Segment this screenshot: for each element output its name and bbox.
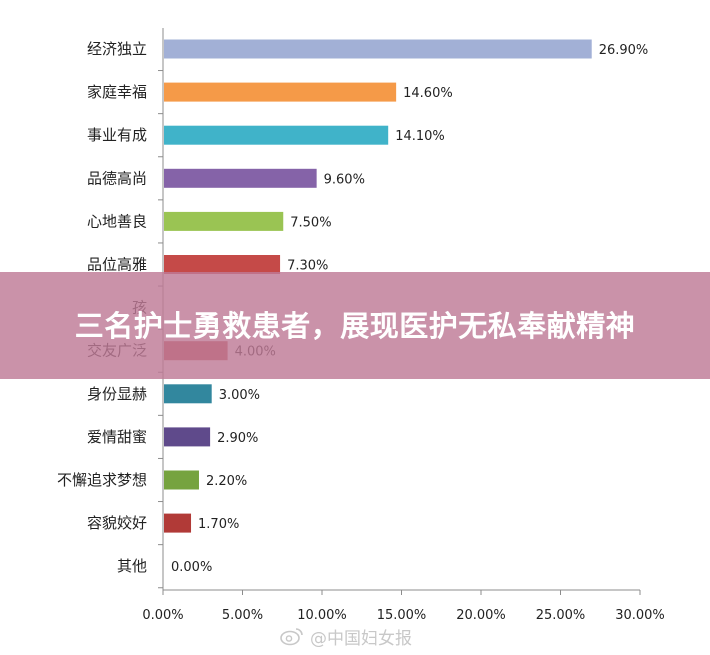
watermark-text: @中国妇女报 xyxy=(310,628,412,649)
bar xyxy=(164,82,397,102)
headline-banner: 三名护士勇救患者，展现医护无私奉献精神 xyxy=(0,272,710,379)
x-tick-label: 0.00% xyxy=(142,608,183,623)
x-tick-label: 5.00% xyxy=(222,608,263,623)
category-label: 爱情甜蜜 xyxy=(87,428,147,446)
x-tick-label: 30.00% xyxy=(615,608,665,623)
data-label: 7.50% xyxy=(290,215,331,230)
data-label: 2.20% xyxy=(206,474,247,489)
category-label: 身份显赫 xyxy=(87,385,147,403)
data-label: 3.00% xyxy=(219,388,260,403)
category-label: 其他 xyxy=(117,557,147,575)
bar xyxy=(164,384,212,404)
x-tick-label: 25.00% xyxy=(536,608,586,623)
data-label: 14.10% xyxy=(395,129,445,144)
bar xyxy=(164,125,389,145)
bar xyxy=(164,470,199,490)
x-tick-label: 15.00% xyxy=(377,608,427,623)
x-tick-label: 20.00% xyxy=(456,608,506,623)
data-label: 2.90% xyxy=(217,431,258,446)
bar xyxy=(164,427,211,447)
headline-text: 三名护士勇救患者，展现医护无私奉献精神 xyxy=(74,308,636,343)
category-label: 品德高尚 xyxy=(87,169,147,187)
bar xyxy=(164,255,281,274)
x-tick-labels: 0.00% 5.00% 10.00% 15.00% 20.00% 25.00% 30.00% xyxy=(142,608,664,623)
watermark: @中国妇女报 xyxy=(280,624,412,649)
data-label: 14.60% xyxy=(403,86,453,101)
data-label: 7.30% xyxy=(287,259,328,274)
category-label: 品位高雅 xyxy=(87,256,147,274)
category-label: 经济独立 xyxy=(87,40,147,58)
category-label: 事业有成 xyxy=(87,126,147,144)
data-label: 0.00% xyxy=(171,560,212,575)
category-label: 不懈追求梦想 xyxy=(57,471,147,489)
data-label: 1.70% xyxy=(198,517,239,532)
bar xyxy=(164,168,317,188)
bar xyxy=(164,39,592,59)
bar xyxy=(164,211,284,231)
x-tick-label: 10.00% xyxy=(297,608,347,623)
category-label: 容貌姣好 xyxy=(87,514,147,532)
category-label: 家庭幸福 xyxy=(87,83,147,101)
bar xyxy=(164,513,192,533)
chart-bars xyxy=(164,39,592,533)
category-label: 心地善良 xyxy=(87,212,147,230)
data-label: 9.60% xyxy=(324,172,365,187)
data-label: 26.90% xyxy=(599,43,649,58)
weibo-icon xyxy=(280,628,303,646)
